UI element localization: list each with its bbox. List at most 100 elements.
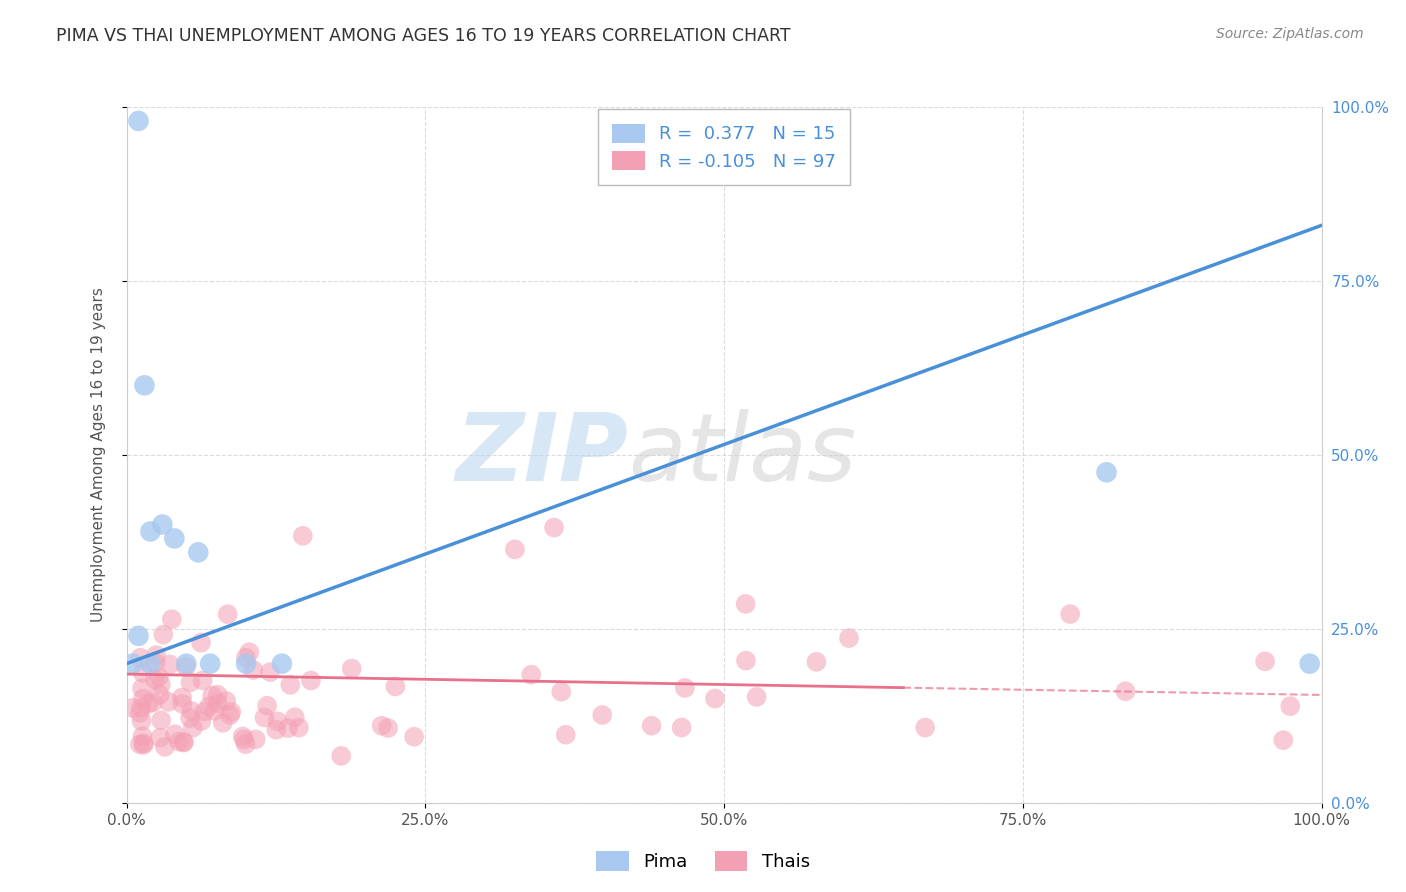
Point [198,699,221,714]
Point [190,635,212,649]
Point [806,655,828,669]
Point [215,694,238,708]
Point [139,657,162,671]
Point [127,114,149,128]
Point [745,690,768,704]
Point [172,697,194,711]
Point [200,657,222,671]
Point [180,704,202,718]
Point [129,700,152,714]
Point [145,648,167,662]
Point [174,657,197,671]
Point [152,627,174,641]
Point [253,710,276,724]
Point [1272,733,1295,747]
Point [340,661,363,675]
Text: Source: ZipAtlas.com: Source: ZipAtlas.com [1216,27,1364,41]
Point [264,723,287,737]
Point [278,678,301,692]
Legend: Pima, Thais: Pima, Thais [589,844,817,879]
Point [167,734,190,748]
Point [163,727,186,741]
Point [259,665,281,679]
Point [671,721,693,735]
Point [201,689,224,703]
Point [211,715,233,730]
Point [838,631,860,645]
Point [134,378,156,392]
Point [370,719,392,733]
Point [129,737,152,751]
Point [242,663,264,677]
Point [181,721,204,735]
Point [217,607,239,622]
Point [233,732,256,747]
Point [270,657,294,671]
Point [160,612,183,626]
Point [235,650,257,665]
Point [131,681,153,696]
Point [193,705,215,719]
Point [288,721,311,735]
Text: atlas: atlas [628,409,856,500]
Point [131,729,153,743]
Point [1095,466,1118,480]
Point [543,520,565,534]
Point [1114,684,1136,698]
Point [149,677,172,691]
Point [550,684,572,698]
Point [299,673,322,688]
Point [245,732,267,747]
Point [256,698,278,713]
Point [734,597,756,611]
Point [132,736,155,750]
Point [163,532,186,546]
Point [207,696,229,710]
Point [159,657,181,672]
Legend: R =  0.377   N = 15, R = -0.105   N = 97: R = 0.377 N = 15, R = -0.105 N = 97 [598,109,851,185]
Point [191,673,214,688]
Point [121,657,143,671]
Point [207,688,229,702]
Point [235,657,257,671]
Point [150,714,173,728]
Point [174,660,197,674]
Point [277,721,299,735]
Point [266,714,288,729]
Point [190,714,212,728]
Point [149,688,172,702]
Point [153,739,176,754]
Point [284,710,307,724]
Point [232,730,254,744]
Text: PIMA VS THAI UNEMPLOYMENT AMONG AGES 16 TO 19 YEARS CORRELATION CHART: PIMA VS THAI UNEMPLOYMENT AMONG AGES 16 … [56,27,790,45]
Point [235,737,257,751]
Point [179,711,201,725]
Point [142,695,165,709]
Point [157,695,180,709]
Point [150,517,174,532]
Point [1279,699,1302,714]
Point [172,690,194,705]
Point [127,629,149,643]
Point [384,680,406,694]
Point [640,719,662,733]
Text: ZIP: ZIP [456,409,628,501]
Point [139,524,162,539]
Point [735,654,758,668]
Point [143,673,166,687]
Point [330,748,353,763]
Point [145,656,167,670]
Point [131,714,153,728]
Point [132,666,155,681]
Point [221,705,243,719]
Point [219,708,242,723]
Point [673,681,696,695]
Point [173,735,195,749]
Point [179,675,201,690]
Point [1254,654,1277,668]
Point [914,721,936,735]
Point [132,738,155,752]
Point [1298,657,1320,671]
Point [377,721,399,735]
Point [503,542,526,557]
